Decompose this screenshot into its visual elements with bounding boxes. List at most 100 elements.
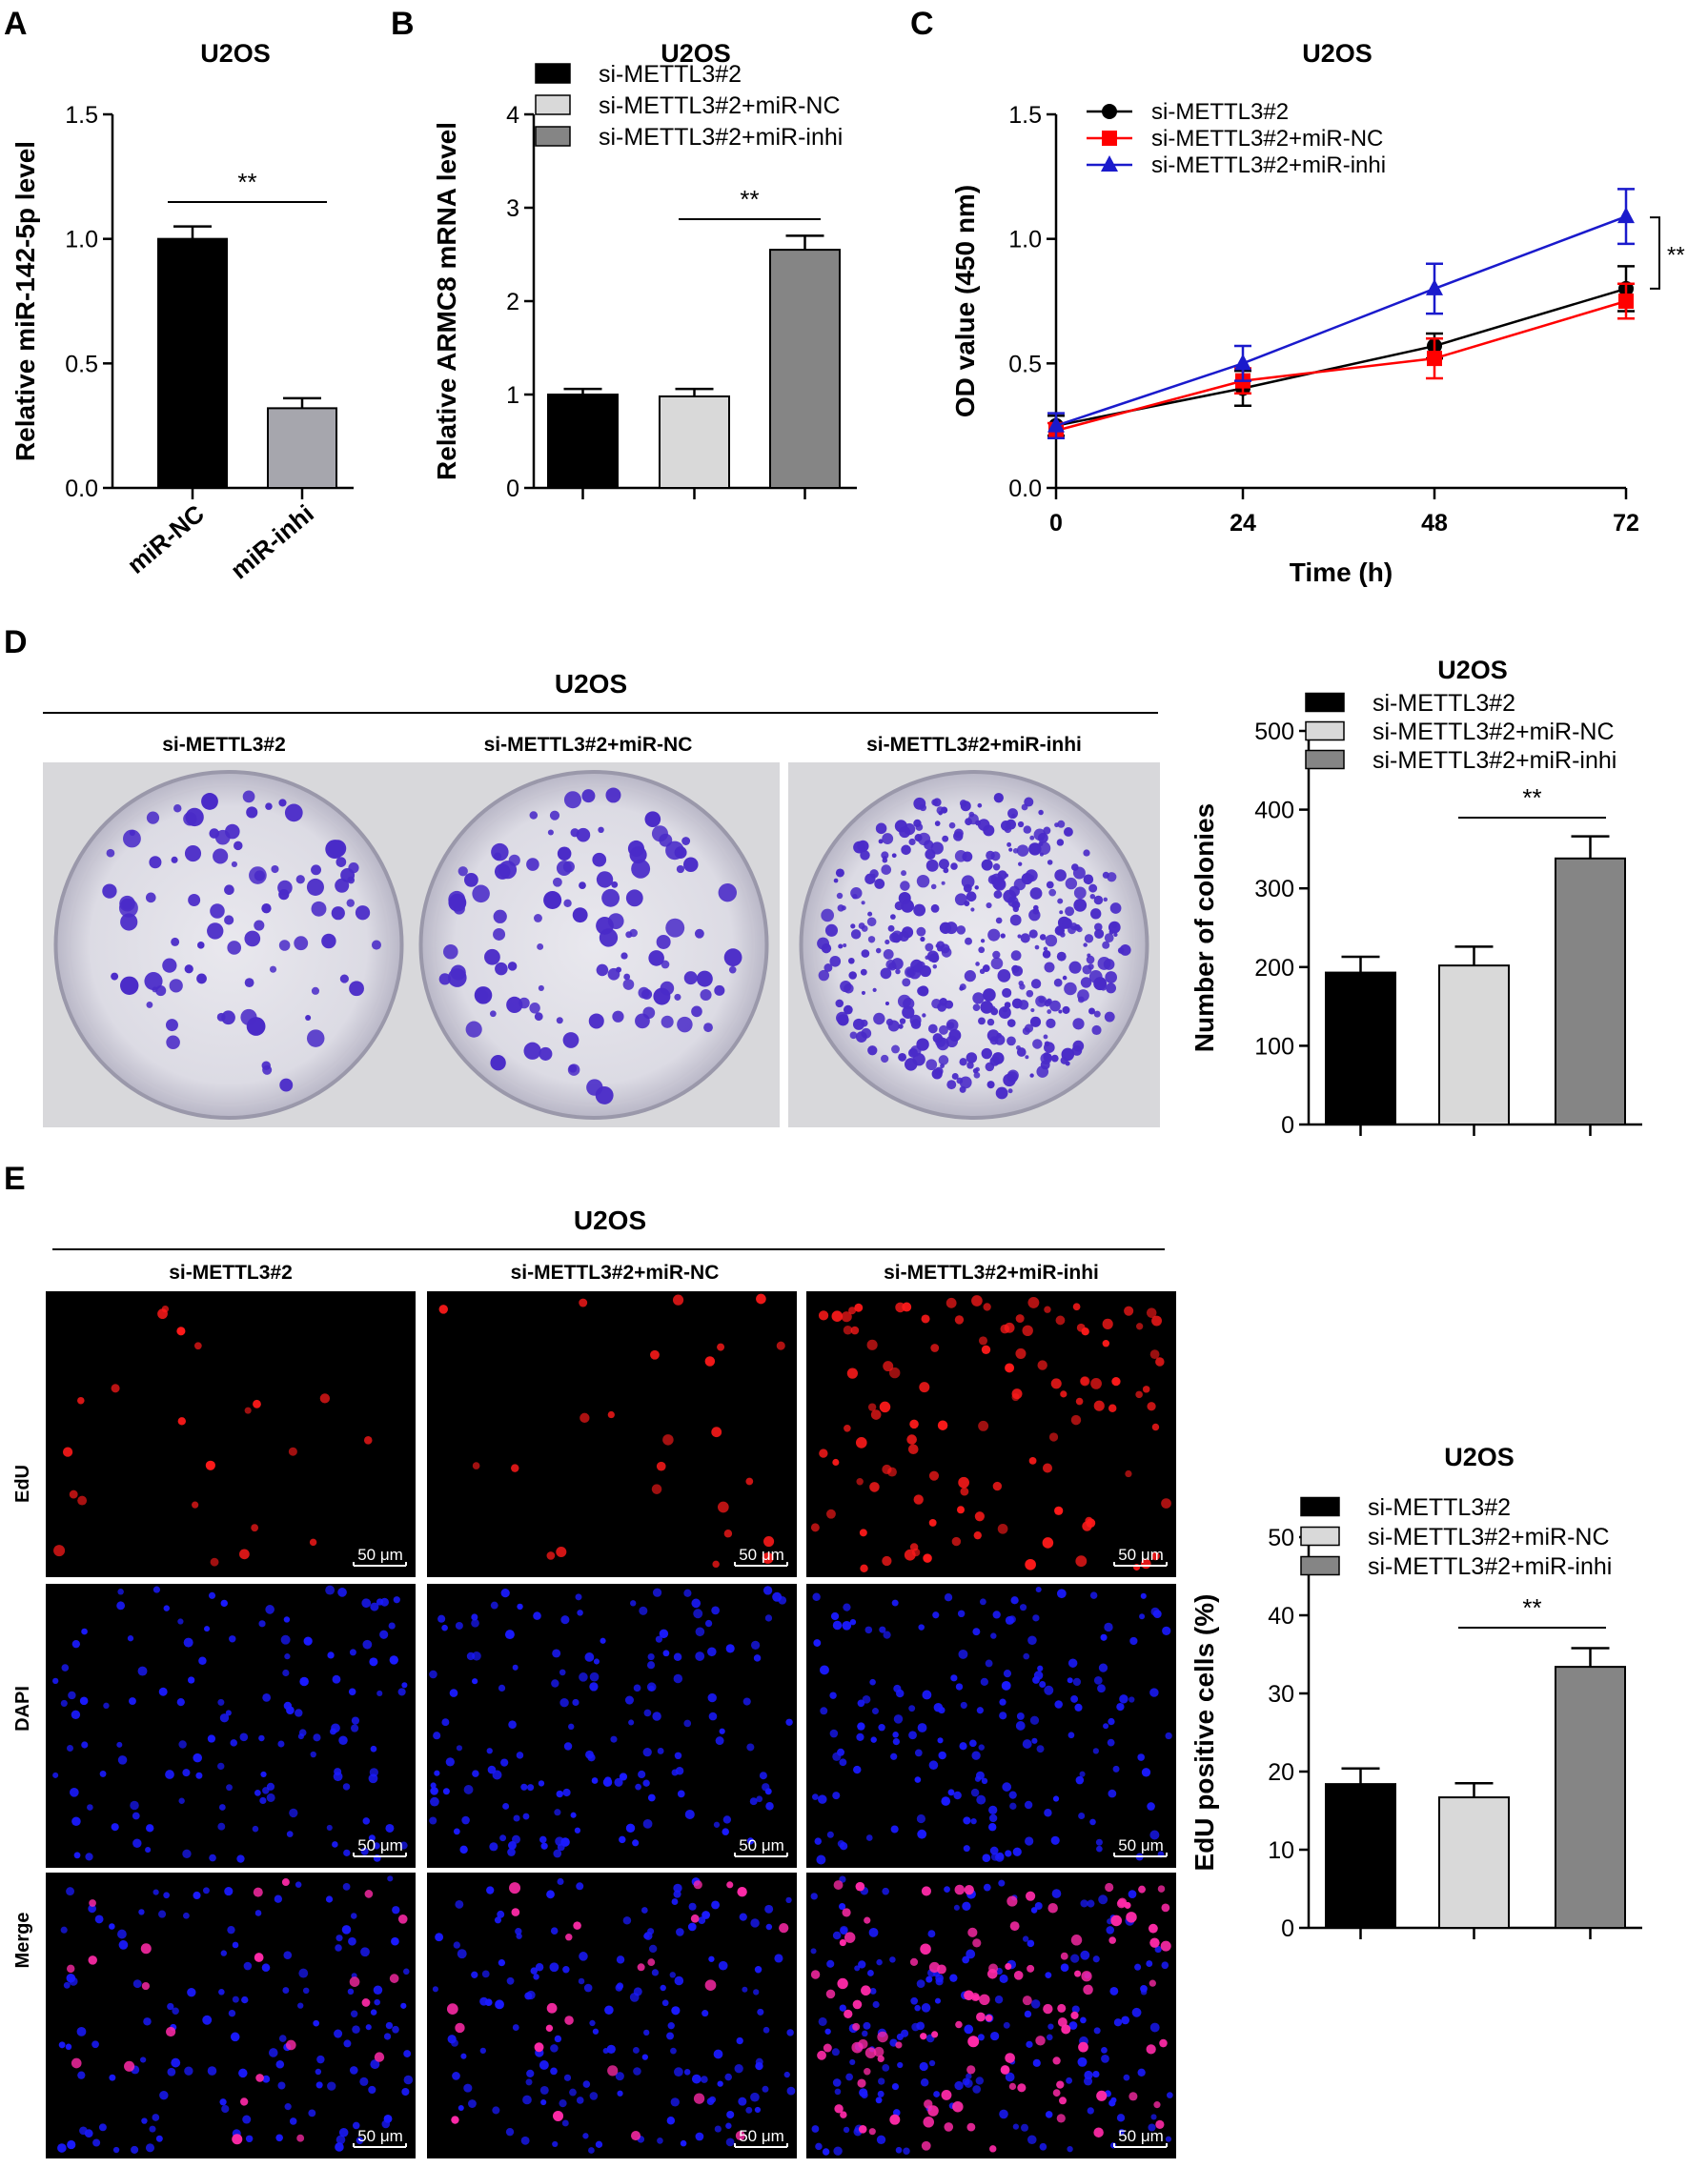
nucleus-dapi (1150, 1607, 1160, 1616)
nucleus-dapi (65, 2043, 72, 2051)
nucleus-dapi (349, 1649, 356, 1656)
colony (278, 940, 291, 951)
nucleus-merge (1124, 1901, 1131, 1909)
nucleus-dapi (303, 1636, 313, 1646)
nucleus-dapi (1001, 1680, 1011, 1691)
nucleus-edu (889, 1367, 901, 1379)
nucleus-edu (239, 1549, 250, 1560)
nucleus-dapi (1005, 1615, 1014, 1625)
nucleus-dapi (1032, 1676, 1040, 1684)
nucleus-dapi (242, 2115, 252, 2124)
nucleus-dapi (262, 1787, 270, 1794)
nucleus-dapi (994, 1853, 1005, 1862)
nucleus-dapi (401, 2087, 410, 2097)
nucleus-dapi (182, 1912, 190, 1919)
nucleus-edu (928, 1470, 940, 1481)
colony (1000, 933, 1006, 939)
nucleus-edu (1135, 1323, 1144, 1330)
nucleus-dapi (877, 2090, 884, 2097)
nucleus-dapi (449, 1689, 458, 1697)
nucleus-merge (837, 1977, 848, 1990)
nucleus-dapi (165, 1770, 174, 1779)
e-group-title: U2OS (574, 1206, 646, 1235)
nucleus-merge (89, 1899, 96, 1907)
nucleus-merge (1057, 2017, 1068, 2027)
nucleus-dapi (1080, 2016, 1087, 2024)
colony (1084, 934, 1094, 943)
nucleus-dapi (739, 1913, 747, 1921)
data-point (1618, 294, 1634, 309)
nucleus-dapi (289, 2117, 297, 2125)
nucleus-dapi (232, 1941, 239, 1949)
nucleus-dapi (230, 1739, 237, 1747)
nucleus-dapi (217, 1762, 225, 1771)
colony (875, 947, 882, 954)
nucleus-dapi (333, 1772, 343, 1782)
nucleus-merge (952, 2101, 964, 2113)
colony (1073, 923, 1081, 931)
colony (995, 1086, 1008, 1100)
scale-bar-label: 50 μm (739, 2127, 784, 2145)
y-axis-label: Number of colonies (1190, 803, 1219, 1052)
nucleus-dapi (657, 2138, 663, 2144)
nucleus-dapi (702, 2010, 709, 2017)
nucleus-dapi (642, 1748, 652, 1757)
nucleus-edu (983, 1303, 991, 1311)
nucleus-dapi (193, 1891, 201, 1900)
colony (961, 875, 975, 889)
nucleus-merge (1078, 2041, 1088, 2053)
nucleus-dapi (953, 1904, 960, 1911)
colony (904, 1058, 918, 1071)
nucleus-dapi (356, 2137, 364, 2145)
nucleus-dapi (494, 1916, 502, 1924)
nucleus-dapi (734, 2064, 743, 2074)
nucleus-dapi (711, 1606, 721, 1615)
nucleus-dapi (671, 1769, 679, 1776)
nucleus-dapi (351, 1724, 359, 1732)
nucleus-edu (205, 1460, 215, 1470)
nucleus-edu (1075, 1555, 1088, 1568)
nucleus-merge (296, 2134, 305, 2142)
colony (1047, 1009, 1052, 1014)
nucleus-merge (954, 1884, 966, 1895)
nucleus-dapi (630, 1600, 637, 1607)
nucleus-edu (859, 1529, 867, 1537)
nucleus-merge (1155, 2119, 1165, 2129)
nucleus-dapi (1096, 1845, 1103, 1853)
nucleus-dapi (662, 1650, 670, 1657)
colony (534, 1012, 543, 1022)
colony (990, 873, 1003, 886)
nucleus-dapi (325, 1895, 334, 1903)
nucleus-dapi (914, 1776, 922, 1783)
significance-label: ** (740, 185, 759, 213)
nucleus-edu (906, 1434, 917, 1445)
nucleus-dapi (812, 1592, 821, 1601)
colony (954, 828, 964, 839)
nucleus-dapi (953, 1791, 962, 1800)
colony (171, 856, 178, 863)
colony (166, 1035, 180, 1050)
nucleus-edu (1027, 1296, 1040, 1308)
nucleus-dapi (158, 1910, 167, 1918)
colony (858, 922, 865, 930)
colony (925, 848, 936, 861)
nucleus-dapi (489, 1842, 498, 1852)
nucleus-dapi (163, 1892, 170, 1899)
nucleus-dapi (458, 2104, 464, 2112)
nucleus-dapi (839, 1758, 847, 1767)
colony (959, 985, 965, 991)
nucleus-dapi (362, 1817, 371, 1825)
nucleus-dapi (343, 2039, 352, 2048)
nucleus-merge (511, 1908, 520, 1916)
colony (824, 923, 839, 937)
colony (1113, 932, 1118, 937)
nucleus-dapi (989, 1846, 999, 1855)
nucleus-edu (848, 1307, 857, 1315)
colony (556, 1017, 563, 1024)
nucleus-dapi (338, 2128, 349, 2138)
nucleus-dapi (1009, 1802, 1017, 1810)
nucleus-dapi (673, 1673, 683, 1684)
colony (1072, 1040, 1085, 1052)
nucleus-edu (921, 1314, 930, 1324)
